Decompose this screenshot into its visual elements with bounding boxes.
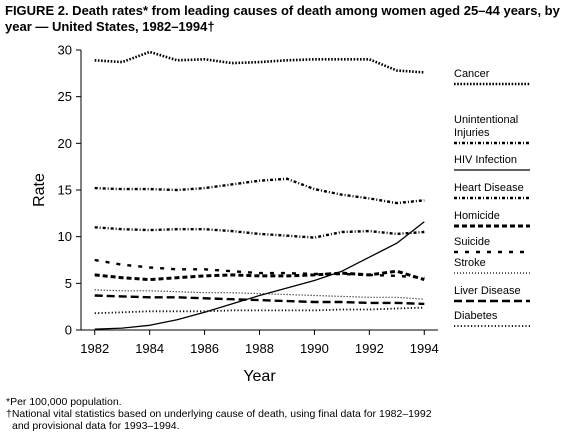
footnote-per-population: *Per 100,000 population.: [6, 396, 122, 408]
legend-item-homicide: Homicide: [454, 210, 530, 228]
series-line-hiv-infection: [94, 221, 425, 330]
x-tick-label: 1994: [410, 341, 439, 356]
y-tick-label: 30: [58, 43, 72, 58]
footnote-data-source-cont: and provisional data for 1993–1994.: [12, 420, 180, 432]
series-line-liver-disease: [94, 294, 425, 306]
legend-label: Injuries: [454, 127, 490, 139]
y-axis-label: Rate: [31, 173, 48, 207]
legend-label: Homicide: [454, 210, 500, 222]
series-line-unintentional-injuries: [94, 226, 425, 239]
series-line-suicide: [94, 258, 425, 279]
legend-label: Heart Disease: [454, 182, 524, 194]
legend-item-heart-disease: Heart Disease: [454, 182, 530, 200]
y-tick-label: 25: [58, 89, 72, 104]
x-tick-label: 1982: [80, 341, 109, 356]
x-tick-label: 1990: [300, 341, 329, 356]
y-tick-label: 0: [65, 323, 72, 338]
chart-series-lines: [94, 50, 425, 330]
y-tick-label: 5: [65, 276, 72, 291]
chart-axes: 0 5 10 15 20 25 30 1982 1984 1986 1988 1990 1992 1994…: [31, 43, 439, 386]
legend-label: Unintentional: [454, 114, 518, 126]
legend-item-liver-disease: Liver Disease: [454, 285, 530, 303]
y-tick-label: 20: [58, 136, 72, 151]
series-line-diabetes: [94, 306, 425, 315]
legend-label: Cancer: [454, 68, 490, 80]
legend-item-diabetes: Diabetes: [454, 310, 530, 327]
footnote-data-source: †National vital statistics based on unde…: [6, 408, 432, 420]
legend-item-suicide: Suicide: [454, 236, 530, 254]
legend-label: Stroke: [454, 257, 486, 269]
x-tick-label: 1984: [135, 341, 164, 356]
y-tick-label: 15: [58, 183, 72, 198]
legend-item-hiv-infection: HIV Infection: [454, 154, 530, 171]
x-tick-label: 1992: [355, 341, 384, 356]
legend-item-cancer: Cancer: [454, 68, 530, 86]
x-tick-label: 1988: [245, 341, 274, 356]
legend-label: Diabetes: [454, 310, 498, 322]
x-axis-label: Year: [243, 368, 276, 385]
figure-title: FIGURE 2. Death rates* from leading caus…: [5, 3, 560, 34]
legend-label: Suicide: [454, 236, 490, 248]
footnotes: *Per 100,000 population. †National vital…: [6, 396, 561, 432]
series-line-heart-disease: [94, 177, 425, 205]
legend-label: Liver Disease: [454, 285, 521, 297]
series-line-cancer: [94, 50, 425, 74]
y-tick-label: 10: [58, 229, 72, 244]
legend-label: HIV Infection: [454, 154, 517, 166]
x-tick-label: 1986: [190, 341, 219, 356]
legend-item-stroke: Stroke: [454, 257, 530, 274]
